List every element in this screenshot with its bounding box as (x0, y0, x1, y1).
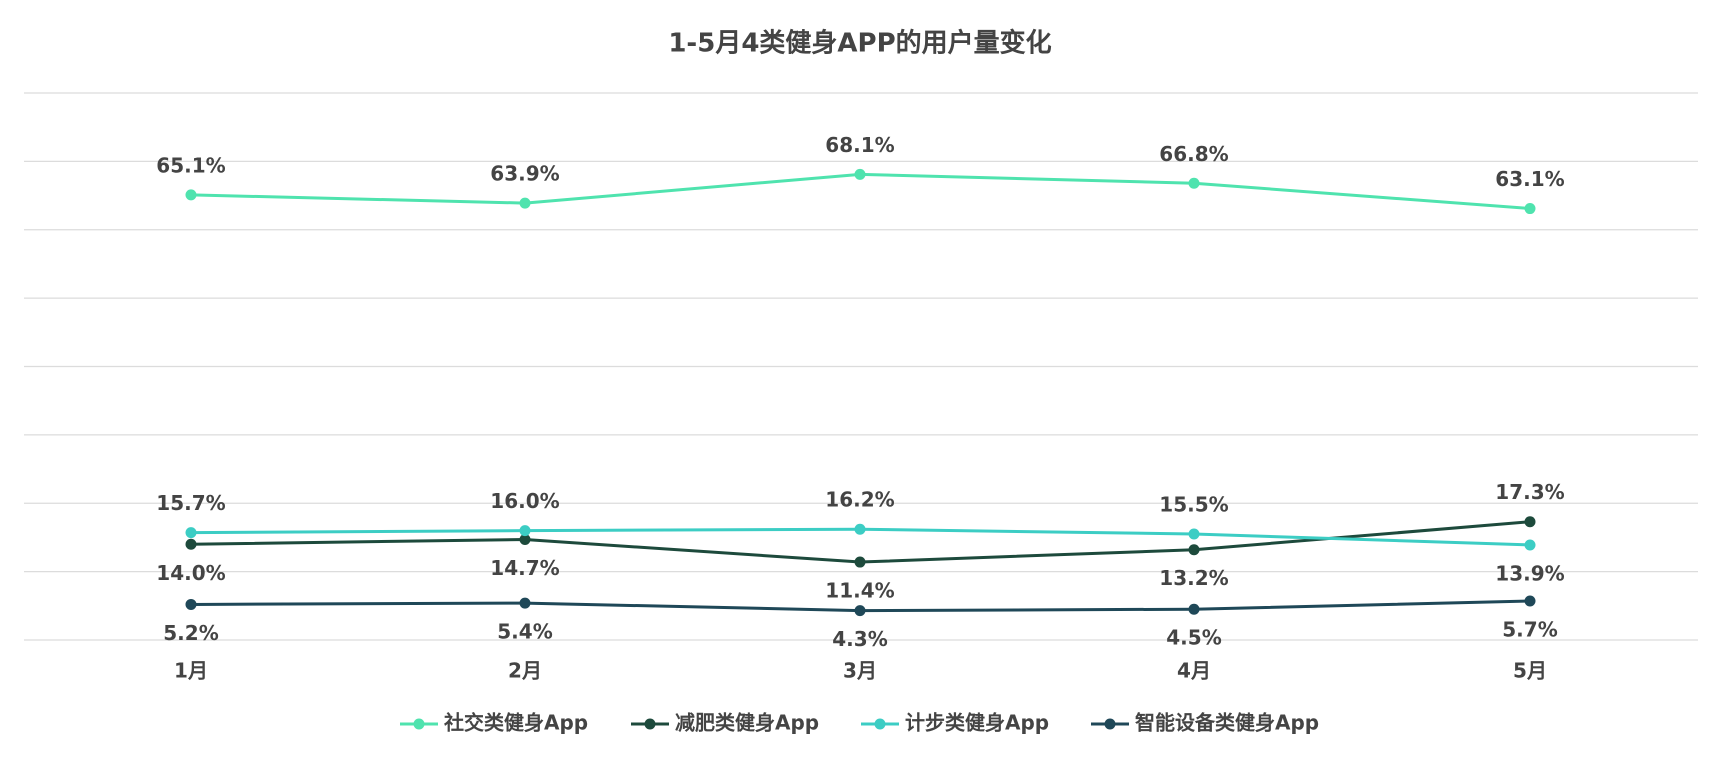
data-label: 66.8% (1159, 142, 1228, 166)
x-tick-label: 5月 (1513, 659, 1547, 683)
data-label: 65.1% (156, 153, 225, 177)
legend-marker (874, 718, 886, 730)
data-label: 15.7% (156, 491, 225, 515)
x-tick-label: 3月 (843, 659, 877, 683)
legend-marker (1104, 718, 1116, 730)
data-point (1524, 539, 1536, 551)
data-point (1188, 603, 1200, 615)
legend-label: 减肥类健身App (675, 711, 819, 735)
data-point (519, 525, 531, 537)
data-point (854, 605, 866, 617)
data-label: 68.1% (825, 133, 894, 157)
data-point (1524, 203, 1536, 215)
data-point (854, 168, 866, 180)
chart-title: 1-5月4类健身APP的用户量变化 (668, 28, 1051, 59)
data-point (1188, 544, 1200, 556)
data-label: 63.1% (1495, 167, 1564, 191)
data-label: 5.7% (1502, 618, 1557, 642)
data-point (1524, 595, 1536, 607)
data-label: 4.5% (1166, 626, 1221, 650)
data-label: 15.5% (1159, 493, 1228, 517)
data-label: 5.2% (163, 621, 218, 645)
data-label: 11.4% (825, 579, 894, 603)
legend-marker (644, 718, 656, 730)
data-label: 5.4% (497, 620, 552, 644)
data-label: 14.0% (156, 561, 225, 585)
data-label: 16.0% (490, 489, 559, 513)
data-point (854, 523, 866, 535)
data-point (185, 598, 197, 610)
data-point (519, 597, 531, 609)
data-point (185, 189, 197, 201)
data-point (185, 538, 197, 550)
data-label: 14.7% (490, 556, 559, 580)
legend-marker (413, 718, 425, 730)
data-point (519, 533, 531, 545)
data-point (519, 197, 531, 209)
data-point (1188, 177, 1200, 189)
x-tick-label: 2月 (508, 659, 542, 683)
data-point (185, 527, 197, 539)
x-tick-label: 4月 (1177, 659, 1211, 683)
data-point (1188, 528, 1200, 540)
data-label: 13.9% (1495, 561, 1564, 585)
data-label: 63.9% (490, 162, 559, 186)
legend-label: 计步类健身App (905, 711, 1049, 735)
data-label: 16.2% (825, 488, 894, 512)
data-label: 13.2% (1159, 566, 1228, 590)
data-label: 17.3% (1495, 480, 1564, 504)
legend-label: 智能设备类健身App (1135, 711, 1319, 735)
data-point (854, 556, 866, 568)
x-tick-label: 1月 (174, 659, 208, 683)
data-point (1524, 516, 1536, 528)
data-label: 4.3% (832, 627, 887, 651)
legend-label: 社交类健身App (443, 711, 588, 735)
